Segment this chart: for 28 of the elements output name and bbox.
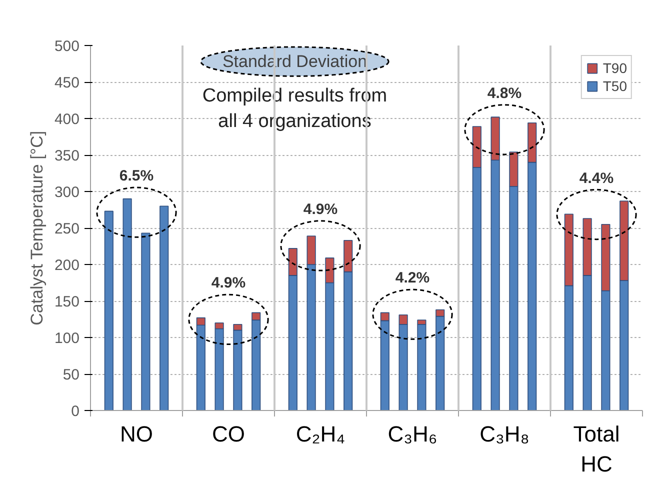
y-tick-label: 150 (54, 294, 80, 310)
y-tick-label: 100 (54, 330, 80, 347)
annotation: 4.9% (303, 200, 338, 218)
text: C₃H₆ (388, 422, 438, 446)
annotation: 4.4% (579, 170, 614, 187)
y-tick-label: 200 (54, 257, 80, 274)
text: C₃H₈ (480, 422, 530, 446)
text: CO (212, 422, 245, 446)
y-tick-label: 0 (71, 403, 80, 420)
y-tick-label: 50 (62, 366, 80, 384)
y-tick-label: 350 (54, 148, 80, 164)
y-tick-label: 300 (54, 184, 80, 201)
annotation: 4.2% (395, 270, 430, 287)
text: NO (120, 422, 153, 446)
annotation: 4.8% (487, 84, 522, 102)
annotation: 4.9% (211, 274, 246, 292)
y-tick-label: 450 (54, 74, 80, 92)
legend-label: T50 (602, 78, 627, 94)
y-tick-label: 250 (54, 220, 80, 238)
legend-label: T90 (602, 60, 627, 76)
text: C₂H₄ (296, 422, 346, 446)
y-tick-label: 400 (54, 111, 80, 128)
y-axis-title: Catalyst Temperature [°C] (27, 130, 46, 326)
annotation: Compiled results from all 4 organizations (202, 86, 388, 132)
text: Total HC (573, 422, 620, 476)
annotation: 6.5% (119, 168, 154, 185)
y-tick-label: 500 (54, 38, 80, 55)
annotation: Standard Deviation (222, 52, 368, 72)
